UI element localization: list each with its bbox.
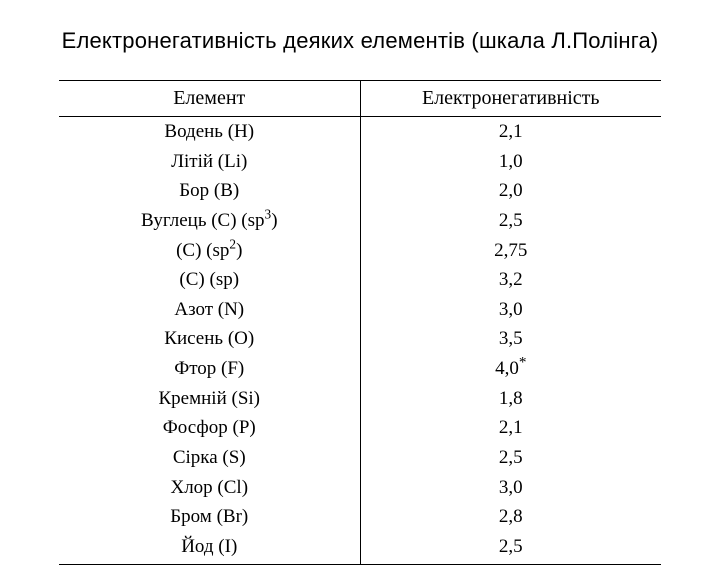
value-text: 3,0	[499, 299, 523, 320]
value-text: 2,5	[499, 210, 523, 231]
cell-element: Водень (H)	[59, 117, 360, 147]
element-text: Водень (H)	[164, 121, 254, 142]
cell-element: Вуглець (C) (sp3)	[59, 206, 360, 236]
cell-value: 1,0	[360, 147, 661, 177]
cell-value: 3,0	[360, 295, 661, 325]
cell-element: Бром (Br)	[59, 502, 360, 532]
table-row: Бром (Br) 2,8	[59, 502, 661, 532]
element-text: Азот (N)	[174, 299, 244, 320]
value-text: 1,8	[499, 388, 523, 409]
value-mark: *	[519, 354, 527, 371]
cell-element: Бор (B)	[59, 176, 360, 206]
element-text: Вуглець (C) (sp	[141, 210, 265, 231]
cell-value: 1,8	[360, 384, 661, 414]
table-row: Літій (Li) 1,0	[59, 147, 661, 177]
table-row: (C) (sp2) 2,75	[59, 236, 661, 266]
page-title: Електронегативність деяких елементів (шк…	[0, 28, 720, 54]
value-text: 2,1	[499, 121, 523, 142]
cell-element: Йод (I)	[59, 532, 360, 564]
cell-value: 3,5	[360, 324, 661, 354]
cell-element: Фтор (F)	[59, 354, 360, 384]
element-text: (C) (sp	[176, 240, 229, 261]
cell-value: 2,1	[360, 117, 661, 147]
element-text: Бор (B)	[179, 180, 239, 201]
electronegativity-table: Елемент Електронегативність Водень (H) 2…	[59, 80, 661, 565]
value-text: 4,0	[495, 358, 519, 379]
cell-element: Кисень (O)	[59, 324, 360, 354]
cell-value: 4,0*	[360, 354, 661, 384]
cell-element: Сірка (S)	[59, 443, 360, 473]
cell-element: Фосфор (P)	[59, 413, 360, 443]
value-text: 3,5	[499, 328, 523, 349]
value-text: 2,5	[499, 536, 523, 557]
table-row: Фосфор (P) 2,1	[59, 413, 661, 443]
value-text: 2,0	[499, 180, 523, 201]
value-text: 2,8	[499, 506, 523, 527]
element-tail: )	[236, 240, 242, 261]
column-header-element: Елемент	[59, 81, 360, 117]
value-text: 2,75	[494, 240, 527, 261]
cell-value: 2,1	[360, 413, 661, 443]
element-text: Йод (I)	[181, 536, 237, 557]
element-text: Хлор (Cl)	[170, 477, 248, 498]
electronegativity-table-wrap: Елемент Електронегативність Водень (H) 2…	[59, 80, 661, 565]
value-text: 2,1	[499, 417, 523, 438]
cell-element: Кремній (Si)	[59, 384, 360, 414]
cell-value: 2,5	[360, 532, 661, 564]
element-text: Фосфор (P)	[163, 417, 256, 438]
cell-value: 2,8	[360, 502, 661, 532]
table-row: Азот (N) 3,0	[59, 295, 661, 325]
table-row: Кисень (O) 3,5	[59, 324, 661, 354]
page: Електронегативність деяких елементів (шк…	[0, 0, 720, 540]
table-row: Бор (B) 2,0	[59, 176, 661, 206]
table-row: Водень (H) 2,1	[59, 117, 661, 147]
element-text: Фтор (F)	[174, 358, 244, 379]
table-row: Йод (I) 2,5	[59, 532, 661, 564]
table-row: (C) (sp) 3,2	[59, 265, 661, 295]
table-row: Сірка (S) 2,5	[59, 443, 661, 473]
value-text: 1,0	[499, 151, 523, 172]
cell-element: (C) (sp)	[59, 265, 360, 295]
cell-value: 2,5	[360, 206, 661, 236]
element-text: Сірка (S)	[173, 447, 246, 468]
cell-value: 3,0	[360, 473, 661, 503]
cell-value: 2,75	[360, 236, 661, 266]
table-body: Водень (H) 2,1 Літій (Li) 1,0	[59, 117, 661, 565]
cell-element: (C) (sp2)	[59, 236, 360, 266]
table-row: Хлор (Cl) 3,0	[59, 473, 661, 503]
element-text: Кисень (O)	[164, 328, 254, 349]
column-header-value: Електронегативність	[360, 81, 661, 117]
table-row: Фтор (F) 4,0*	[59, 354, 661, 384]
table-row: Вуглець (C) (sp3) 2,5	[59, 206, 661, 236]
element-text: Літій (Li)	[171, 151, 247, 172]
element-text: Кремній (Si)	[159, 388, 261, 409]
element-tail: )	[271, 210, 277, 231]
cell-element: Азот (N)	[59, 295, 360, 325]
table-row: Кремній (Si) 1,8	[59, 384, 661, 414]
element-text: (C) (sp)	[179, 269, 239, 290]
cell-element: Літій (Li)	[59, 147, 360, 177]
cell-value: 3,2	[360, 265, 661, 295]
table-header-row: Елемент Електронегативність	[59, 81, 661, 117]
value-text: 3,0	[499, 477, 523, 498]
cell-value: 2,0	[360, 176, 661, 206]
value-text: 3,2	[499, 269, 523, 290]
element-text: Бром (Br)	[170, 506, 248, 527]
cell-element: Хлор (Cl)	[59, 473, 360, 503]
cell-value: 2,5	[360, 443, 661, 473]
value-text: 2,5	[499, 447, 523, 468]
